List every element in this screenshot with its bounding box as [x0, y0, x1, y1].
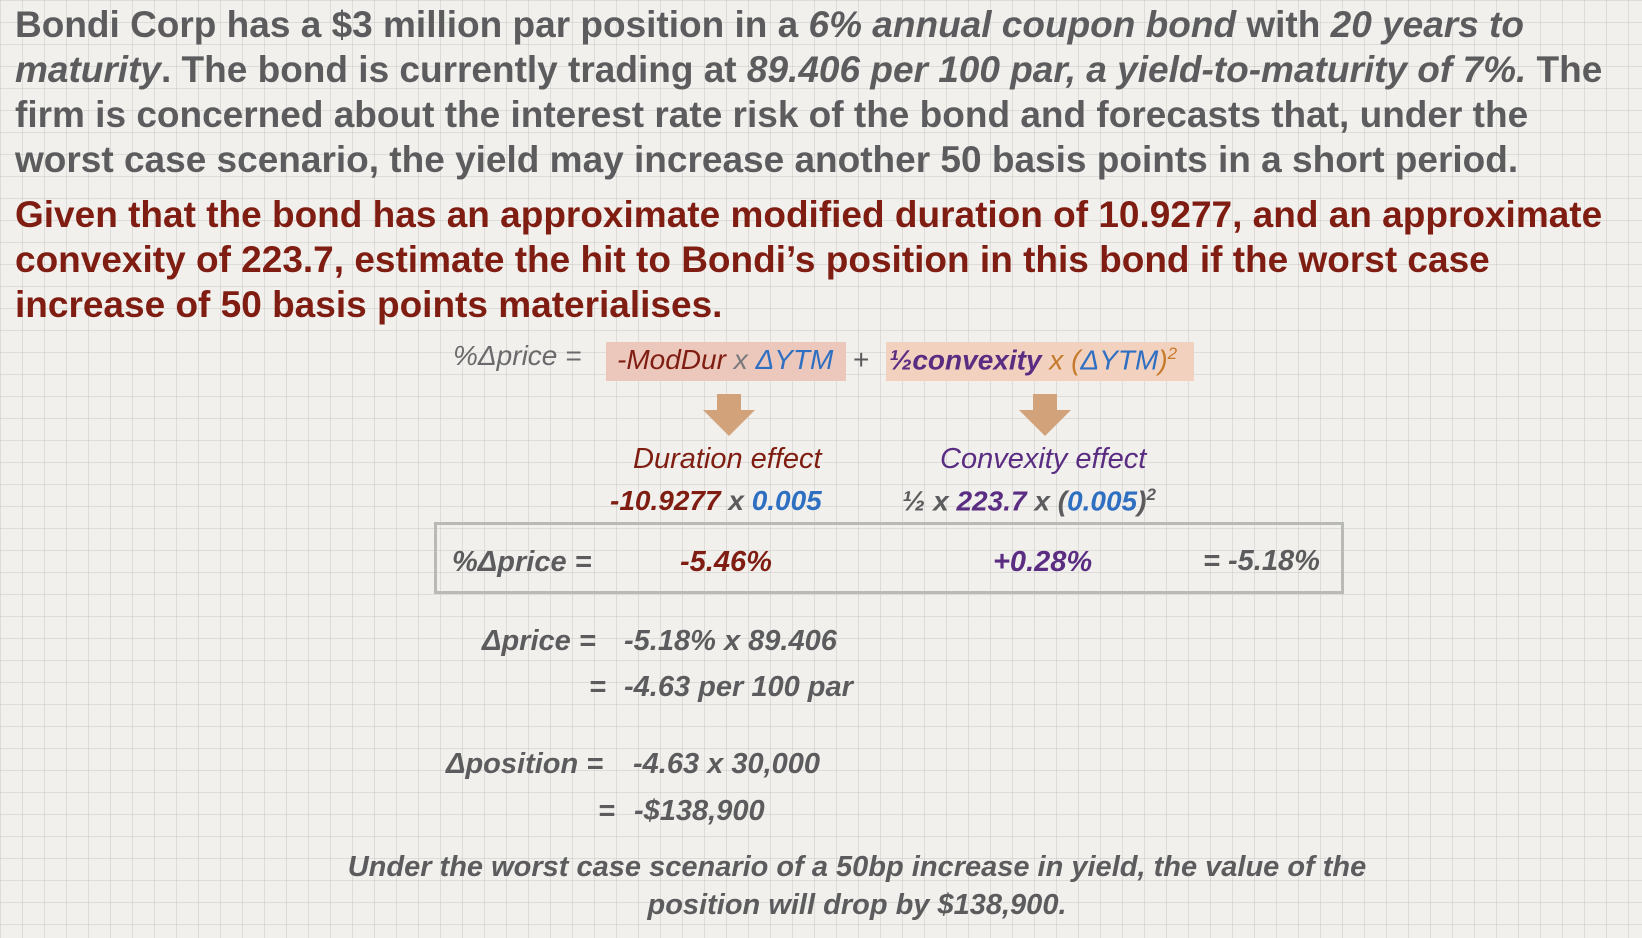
- intro-text-1: Bondi Corp has a $3 million par position…: [15, 4, 809, 45]
- intro-text-2: with: [1236, 4, 1331, 45]
- dytm-symbol: ΔYTM: [1080, 344, 1159, 376]
- convexity-term-highlight: [886, 342, 1194, 381]
- convexity-value: 223.7: [956, 485, 1027, 517]
- position-change-line2: -$138,900: [634, 795, 765, 827]
- duration-effect-calc: -10.9277 x 0.005: [610, 485, 822, 517]
- convexity-term: ½convexity x (ΔYTM)2: [889, 344, 1177, 376]
- intro-coupon: 6% annual coupon bond: [808, 4, 1237, 45]
- close-paren: ): [1158, 344, 1168, 376]
- intro-text-4: The firm is concerned about the interest…: [15, 49, 1603, 180]
- moddur-value: -10.9277: [610, 485, 721, 516]
- duration-term-highlight: [606, 342, 846, 381]
- half-symbol: ½: [889, 344, 913, 376]
- moddur-symbol: -ModDur: [617, 344, 726, 375]
- convexity-result: +0.28%: [993, 546, 1093, 578]
- result-box: [434, 522, 1344, 594]
- question-text: Given that the bond has an approximate m…: [15, 194, 1603, 325]
- total-result: = -5.18%: [1203, 545, 1320, 577]
- price-change-label: Δprice =: [482, 625, 596, 657]
- multiply-open: x (: [1026, 485, 1068, 517]
- multiply-symbol: x: [725, 344, 756, 375]
- duration-result: -5.46%: [680, 546, 772, 578]
- position-change-line1: -4.63 x 30,000: [633, 748, 821, 780]
- square-exponent: 2: [1167, 344, 1178, 363]
- intro-price-yield: 89.406 per 100 par, a yield-to-maturity …: [746, 49, 1527, 90]
- conclusion-text: Under the worst case scenario of a 50bp …: [347, 851, 1367, 921]
- problem-statement: Bondi Corp has a $3 million par position…: [15, 2, 1630, 182]
- down-arrow-icon: [703, 394, 755, 436]
- half-multiplier: ½ x: [902, 485, 957, 517]
- dytm-value: 0.005: [1067, 485, 1138, 517]
- price-change-line2: -4.63 per 100 par: [624, 671, 853, 703]
- square-exponent: 2: [1146, 485, 1156, 504]
- intro-maturity: 20 years to maturity: [15, 4, 1524, 90]
- convexity-effect-title: Convexity effect: [940, 443, 1147, 475]
- convexity-symbol: convexity: [912, 344, 1042, 376]
- dytm-symbol: ΔYTM: [755, 344, 834, 375]
- dytm-value: 0.005: [751, 485, 822, 516]
- equals-sign: =: [598, 795, 615, 827]
- formula-label: %Δprice =: [453, 340, 582, 371]
- duration-term: -ModDur x ΔYTM: [617, 344, 833, 376]
- multiply-open-symbol: x (: [1041, 344, 1081, 376]
- plus-symbol: +: [853, 344, 870, 375]
- multiply-symbol: x: [720, 485, 752, 516]
- convexity-effect-calc: ½ x 223.7 x (0.005)2: [902, 485, 1156, 517]
- down-arrow-icon: [1019, 394, 1071, 436]
- close-paren: ): [1137, 485, 1147, 517]
- result-label: %Δprice =: [452, 546, 592, 578]
- intro-text-3: . The bond is currently trading at: [160, 49, 747, 90]
- duration-effect-title: Duration effect: [633, 443, 822, 475]
- price-change-line1: -5.18% x 89.406: [624, 625, 837, 657]
- equals-sign: =: [589, 671, 606, 703]
- position-change-label: Δposition =: [446, 748, 604, 780]
